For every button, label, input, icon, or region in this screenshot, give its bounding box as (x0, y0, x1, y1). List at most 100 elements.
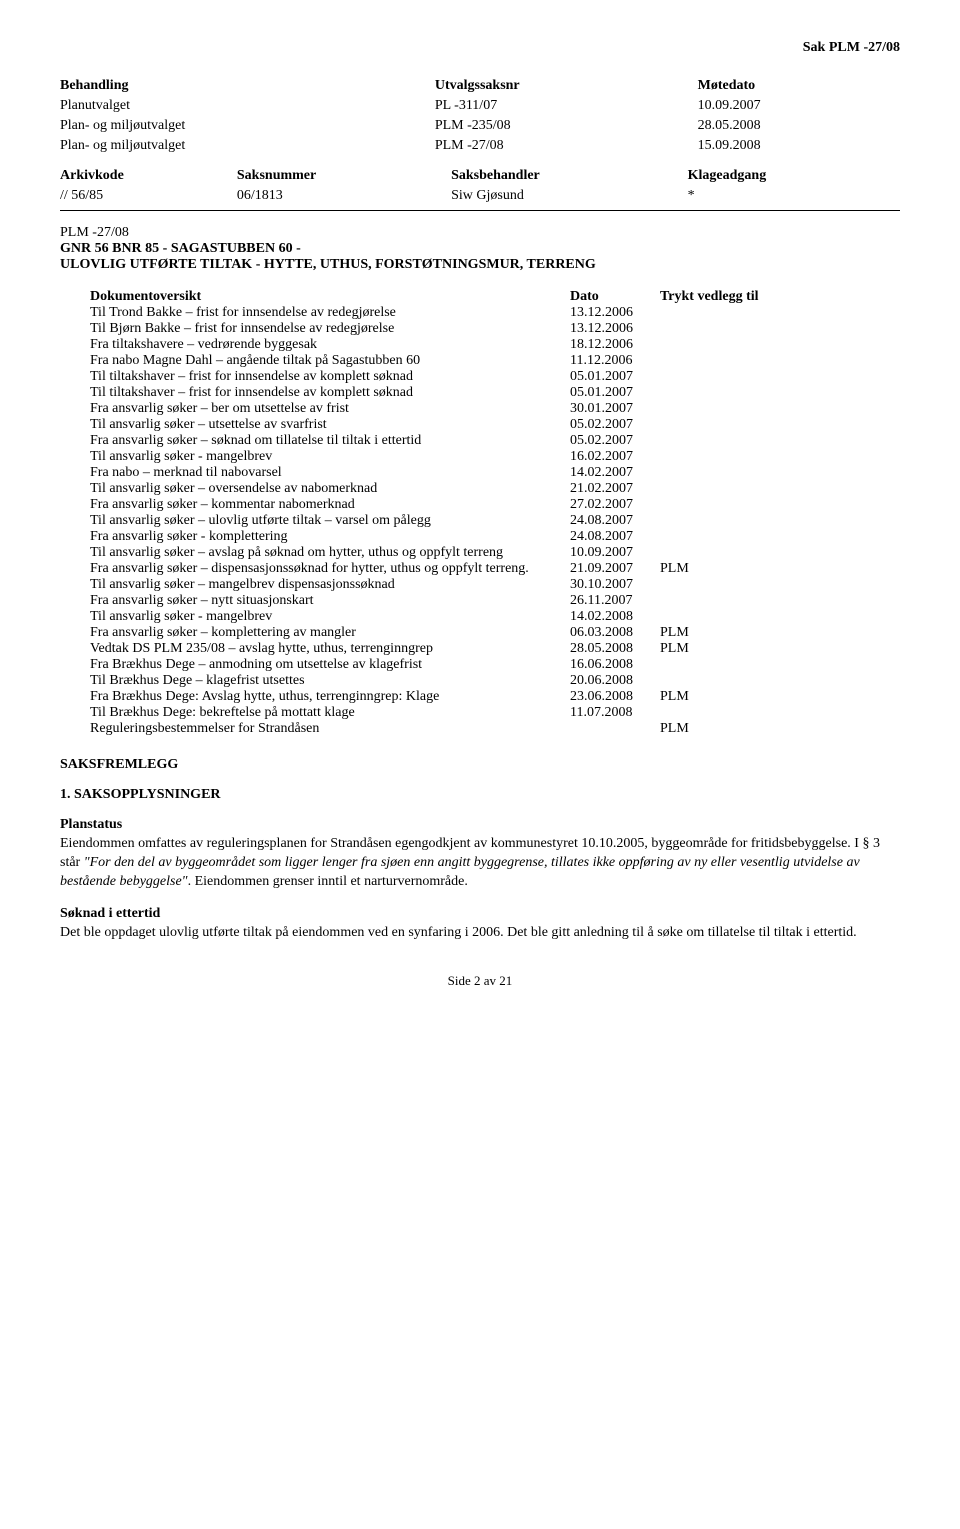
archive-handler: Siw Gjøsund (451, 186, 688, 206)
doc-date: 06.03.2008 (570, 625, 660, 641)
case-number: PLM -27/08 (60, 225, 900, 241)
doc-row: Fra ansvarlig søker – ber om utsettelse … (90, 401, 900, 417)
document-list: Dokumentoversikt Dato Trykt vedlegg til … (90, 289, 900, 737)
doc-attach (660, 497, 800, 513)
doc-date: 11.12.2006 (570, 353, 660, 369)
doc-date: 20.06.2008 (570, 673, 660, 689)
doc-desc: Fra ansvarlig søker – søknad om tillatel… (90, 433, 570, 449)
doc-row: Fra ansvarlig søker – komplettering av m… (90, 625, 900, 641)
meeting-row: Planutvalget PL -311/07 10.09.2007 (60, 96, 900, 116)
doc-attach: PLM (660, 561, 800, 577)
doc-desc: Fra ansvarlig søker - komplettering (90, 529, 570, 545)
meeting-body: Plan- og miljøutvalget (60, 116, 435, 136)
doc-desc: Fra tiltakshavere – vedrørende byggesak (90, 337, 570, 353)
doc-date: 24.08.2007 (570, 529, 660, 545)
doc-desc: Vedtak DS PLM 235/08 – avslag hytte, uth… (90, 641, 570, 657)
doc-row: Til Brækhus Dege: bekreftelse på mottatt… (90, 705, 900, 721)
soknad-paragraph: Det ble oppdaget ulovlig utførte tiltak … (60, 924, 900, 943)
doc-attach (660, 705, 800, 721)
doc-row: Fra ansvarlig søker – kommentar nabomerk… (90, 497, 900, 513)
doc-attach (660, 657, 800, 673)
doc-attach (660, 577, 800, 593)
doc-desc: Fra ansvarlig søker – kommentar nabomerk… (90, 497, 570, 513)
case-reference: Sak PLM -27/08 (60, 40, 900, 56)
doc-desc: Til tiltakshaver – frist for innsendelse… (90, 369, 570, 385)
doc-desc: Til ansvarlig søker - mangelbrev (90, 449, 570, 465)
doc-desc: Til ansvarlig søker – mangelbrev dispens… (90, 577, 570, 593)
case-subject-2: ULOVLIG UTFØRTE TILTAK - HYTTE, UTHUS, F… (60, 257, 900, 273)
meeting-body: Planutvalget (60, 96, 435, 116)
doc-row: Fra tiltakshavere – vedrørende byggesak1… (90, 337, 900, 353)
doc-row: Fra nabo – merknad til nabovarsel14.02.2… (90, 465, 900, 481)
doc-date: 13.12.2006 (570, 321, 660, 337)
doc-desc: Til Brækhus Dege – klagefrist utsettes (90, 673, 570, 689)
doc-date: 27.02.2007 (570, 497, 660, 513)
doc-attach (660, 673, 800, 689)
doc-attach (660, 465, 800, 481)
archive-header-code: Arkivkode (60, 166, 237, 186)
doc-attach (660, 417, 800, 433)
doc-attach (660, 353, 800, 369)
doc-date (570, 721, 660, 737)
saksopplysninger-heading: 1. SAKSOPPLYSNINGER (60, 787, 900, 803)
doc-desc: Til ansvarlig søker - mangelbrev (90, 609, 570, 625)
doc-row: Fra Brækhus Dege – anmodning om utsettel… (90, 657, 900, 673)
meeting-table: Behandling Utvalgssaksnr Møtedato Planut… (60, 76, 900, 156)
doc-desc: Til ansvarlig søker – avslag på søknad o… (90, 545, 570, 561)
archive-header-num: Saksnummer (237, 166, 451, 186)
doc-attach (660, 529, 800, 545)
doc-date: 23.06.2008 (570, 689, 660, 705)
archive-num: 06/1813 (237, 186, 451, 206)
doc-date: 14.02.2008 (570, 609, 660, 625)
doc-list-header: Dokumentoversikt Dato Trykt vedlegg til (90, 289, 900, 305)
doc-row: Til ansvarlig søker – mangelbrev dispens… (90, 577, 900, 593)
doc-attach (660, 321, 800, 337)
archive-table: Arkivkode Saksnummer Saksbehandler Klage… (60, 166, 900, 206)
doc-date: 21.09.2007 (570, 561, 660, 577)
doc-date: 05.02.2007 (570, 433, 660, 449)
meeting-row: Plan- og miljøutvalget PLM -235/08 28.05… (60, 116, 900, 136)
doc-row: Vedtak DS PLM 235/08 – avslag hytte, uth… (90, 641, 900, 657)
page-footer: Side 2 av 21 (60, 973, 900, 989)
doc-row: Til tiltakshaver – frist for innsendelse… (90, 369, 900, 385)
doc-date: 24.08.2007 (570, 513, 660, 529)
doc-date: 05.02.2007 (570, 417, 660, 433)
doc-desc: Fra ansvarlig søker – komplettering av m… (90, 625, 570, 641)
doc-attach: PLM (660, 689, 800, 705)
doc-attach (660, 513, 800, 529)
doc-row: Til ansvarlig søker – avslag på søknad o… (90, 545, 900, 561)
doc-date: 26.11.2007 (570, 593, 660, 609)
doc-row: Fra nabo Magne Dahl – angående tiltak på… (90, 353, 900, 369)
doc-attach: PLM (660, 641, 800, 657)
meeting-header-date: Møtedato (698, 76, 900, 96)
doc-header-attach: Trykt vedlegg til (660, 289, 800, 305)
meeting-ref: PLM -235/08 (435, 116, 698, 136)
soknad-heading: Søknad i ettertid (60, 906, 900, 922)
doc-desc: Til Trond Bakke – frist for innsendelse … (90, 305, 570, 321)
doc-desc: Fra ansvarlig søker – nytt situasjonskar… (90, 593, 570, 609)
planstatus-text-post: . Eiendommen grenser inntil et narturver… (188, 874, 468, 889)
meeting-date: 28.05.2008 (698, 116, 900, 136)
meeting-row: Plan- og miljøutvalget PLM -27/08 15.09.… (60, 136, 900, 156)
doc-date: 21.02.2007 (570, 481, 660, 497)
meeting-body: Plan- og miljøutvalget (60, 136, 435, 156)
doc-date: 16.06.2008 (570, 657, 660, 673)
doc-date: 30.01.2007 (570, 401, 660, 417)
doc-row: Til Bjørn Bakke – frist for innsendelse … (90, 321, 900, 337)
doc-desc: Til tiltakshaver – frist for innsendelse… (90, 385, 570, 401)
planstatus-heading: Planstatus (60, 817, 900, 833)
doc-row: Til ansvarlig søker - mangelbrev16.02.20… (90, 449, 900, 465)
doc-row: Fra Brækhus Dege: Avslag hytte, uthus, t… (90, 689, 900, 705)
doc-row: Til ansvarlig søker – utsettelse av svar… (90, 417, 900, 433)
doc-date: 28.05.2008 (570, 641, 660, 657)
doc-date: 05.01.2007 (570, 385, 660, 401)
doc-row: Til Trond Bakke – frist for innsendelse … (90, 305, 900, 321)
doc-attach (660, 449, 800, 465)
doc-desc: Fra Brækhus Dege – anmodning om utsettel… (90, 657, 570, 673)
doc-row: Til ansvarlig søker - mangelbrev14.02.20… (90, 609, 900, 625)
doc-row: Reguleringsbestemmelser for StrandåsenPL… (90, 721, 900, 737)
meeting-date: 15.09.2008 (698, 136, 900, 156)
doc-attach: PLM (660, 721, 800, 737)
case-title: PLM -27/08 GNR 56 BNR 85 - SAGASTUBBEN 6… (60, 225, 900, 273)
doc-date: 10.09.2007 (570, 545, 660, 561)
